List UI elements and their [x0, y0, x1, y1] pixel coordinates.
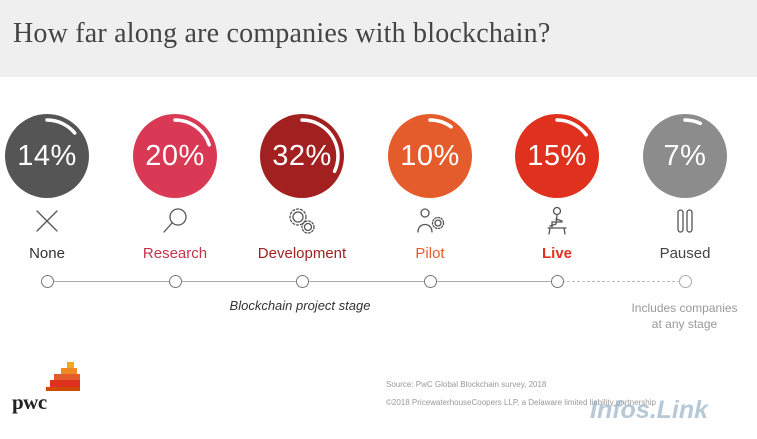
paused-note-line-1: Includes companies [631, 301, 738, 315]
progress-arc-research [173, 118, 211, 147]
paused-note: Includes companies at any stage [612, 300, 757, 332]
pwc-logo-mark [46, 362, 80, 391]
stage-circle-none: 14% [5, 114, 89, 198]
stage-circle-research: 20% [133, 114, 217, 198]
progress-arc-development [300, 118, 340, 174]
stage-circle-live: 15% [515, 114, 599, 198]
stage-value-paused: 7% [663, 139, 707, 172]
stage-circle-paused: 7% [643, 114, 727, 198]
axis-label: Blockchain project stage [229, 298, 371, 313]
progress-arc-none [45, 118, 77, 135]
stage-dot-live [550, 275, 564, 288]
stage-dot-none [40, 275, 54, 288]
stage-circle-pilot: 10% [388, 114, 472, 198]
stage-label-development: Development [257, 245, 347, 262]
source-text: Source: PwC Global Blockchain survey, 20… [386, 380, 547, 389]
stage-value-pilot: 10% [400, 139, 460, 172]
progress-arc-pilot [428, 118, 453, 129]
stage-value-live: 15% [527, 139, 587, 172]
header-band: How far along are companies with blockch… [0, 0, 757, 77]
stage-track-dashed-line [557, 281, 685, 282]
stage-value-research: 20% [145, 139, 205, 172]
person-gear-icon [415, 206, 445, 236]
stage-label-pilot: Pilot [415, 245, 445, 262]
stage-dot-pilot [423, 275, 437, 288]
stage-value-development: 32% [272, 139, 332, 172]
magnifier-icon [160, 206, 190, 236]
person-laptop-icon [542, 206, 572, 236]
progress-arc-paused [683, 118, 703, 126]
pause-icon [670, 206, 700, 236]
pwc-logo: pwc [12, 362, 92, 422]
progress-arc-live [555, 118, 588, 137]
stage-dot-paused [678, 275, 692, 288]
stage-label-none: None [29, 245, 65, 262]
watermark: Infos.Link [590, 396, 709, 424]
stage-dot-development [295, 275, 309, 288]
stage-circle-development: 32% [260, 114, 344, 198]
stage-label-research: Research [142, 245, 208, 262]
gears-icon [287, 206, 317, 236]
stage-label-paused: Paused [659, 245, 711, 262]
page-title: How far along are companies with blockch… [13, 18, 551, 49]
stage-value-none: 14% [17, 139, 77, 172]
stage-dot-research [168, 275, 182, 288]
paused-note-line-2: at any stage [651, 317, 718, 331]
stage-label-live: Live [541, 245, 572, 262]
pwc-logo-text: pwc [12, 390, 47, 414]
x-icon [32, 206, 62, 236]
copyright-text: ©2018 PricewaterhouseCoopers LLP, a Dela… [386, 398, 656, 407]
